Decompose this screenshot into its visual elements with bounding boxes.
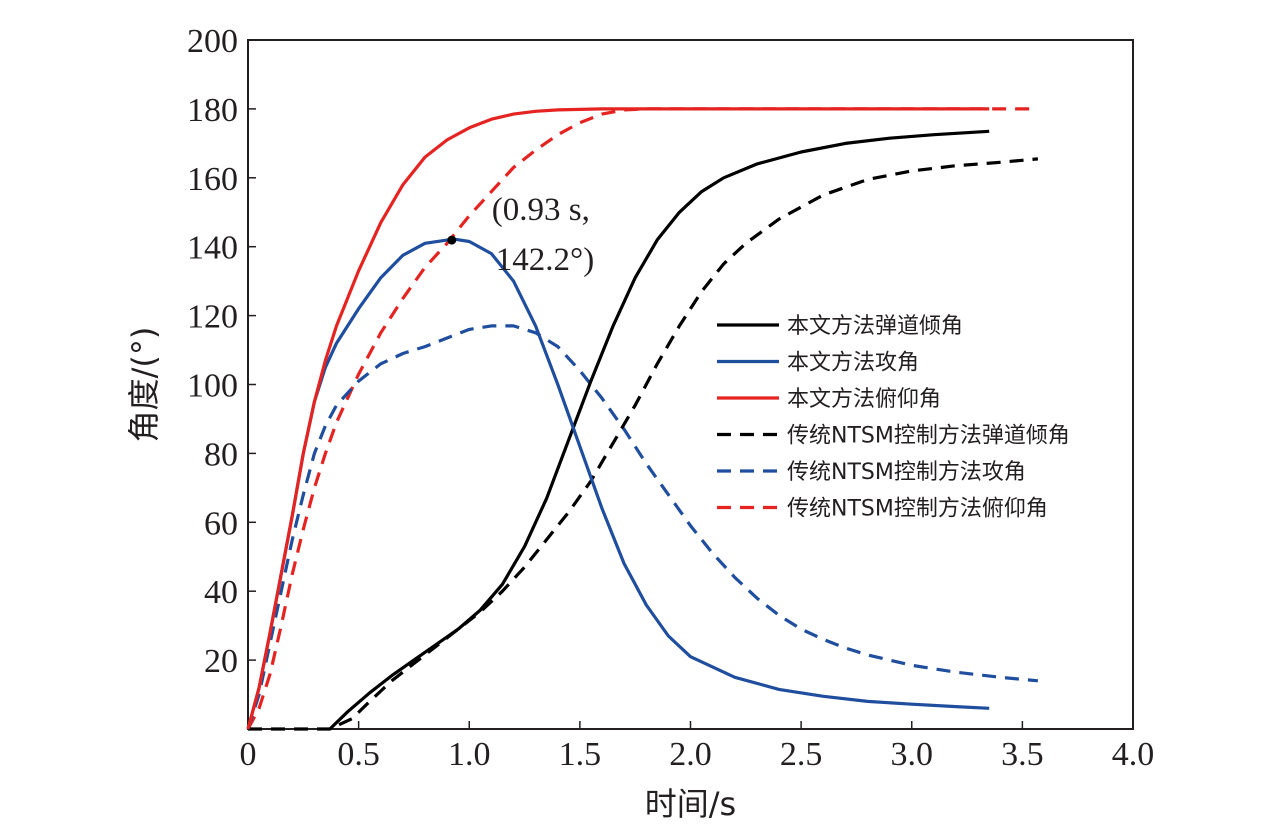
annotation-line-1: (0.93 s, bbox=[492, 192, 590, 228]
x-tick-label: 4.0 bbox=[1112, 736, 1155, 773]
x-tick-label: 1.5 bbox=[559, 736, 602, 773]
annotation-line-2: 142.2°) bbox=[496, 242, 594, 278]
y-tick-label: 20 bbox=[204, 643, 238, 680]
x-tick-label: 3.0 bbox=[891, 736, 934, 773]
y-tick-label: 60 bbox=[204, 505, 238, 542]
series-line-0 bbox=[328, 129, 990, 731]
plot-frame bbox=[247, 39, 1134, 730]
legend: 本文方法弹道倾角本文方法攻角本文方法俯仰角传统NTSM控制方法弹道倾角传统NTS… bbox=[717, 314, 1070, 522]
y-tick-label: 80 bbox=[204, 436, 238, 473]
series-line-5 bbox=[246, 107, 1038, 730]
x-tick-label: 0 bbox=[240, 736, 257, 773]
y-tick-label: 200 bbox=[187, 23, 238, 60]
y-tick-label: 140 bbox=[187, 230, 238, 267]
x-tick-label: 0.5 bbox=[337, 736, 380, 773]
y-tick-label: 100 bbox=[187, 368, 238, 405]
x-tick-label: 1.0 bbox=[448, 736, 491, 773]
y-tick-label: 160 bbox=[187, 161, 238, 198]
y-axis-ticks: 20 40 60 80 100 120 140 160 180 200 bbox=[187, 23, 256, 680]
x-axis-ticks: 0 0.5 1.0 1.5 2.0 2.5 3.0 3.5 4.0 bbox=[240, 721, 1155, 773]
x-tick-label: 3.5 bbox=[1001, 736, 1044, 773]
y-tick-label: 180 bbox=[187, 92, 238, 129]
y-tick-label: 40 bbox=[204, 574, 238, 611]
annotation-marker bbox=[447, 235, 457, 245]
series-layer bbox=[246, 107, 1039, 731]
legend-label-3: 传统NTSM控制方法弹道倾角 bbox=[787, 424, 1070, 449]
x-axis-title: 时间/s bbox=[645, 785, 736, 823]
legend-label-4: 传统NTSM控制方法攻角 bbox=[787, 460, 1026, 485]
legend-label-0: 本文方法弹道倾角 bbox=[787, 314, 963, 339]
series-line-2 bbox=[246, 107, 990, 730]
y-tick-label: 120 bbox=[187, 299, 238, 336]
x-tick-label: 2.0 bbox=[669, 736, 712, 773]
legend-label-2: 本文方法俯仰角 bbox=[787, 387, 941, 412]
legend-label-5: 传统NTSM控制方法俯仰角 bbox=[787, 497, 1048, 522]
annotation: (0.93 s, 142.2°) bbox=[447, 192, 594, 278]
series-line-4 bbox=[246, 324, 1039, 730]
y-axis-title: 角度/(°) bbox=[125, 327, 163, 443]
legend-label-1: 本文方法攻角 bbox=[787, 351, 919, 376]
x-tick-label: 2.5 bbox=[780, 736, 823, 773]
